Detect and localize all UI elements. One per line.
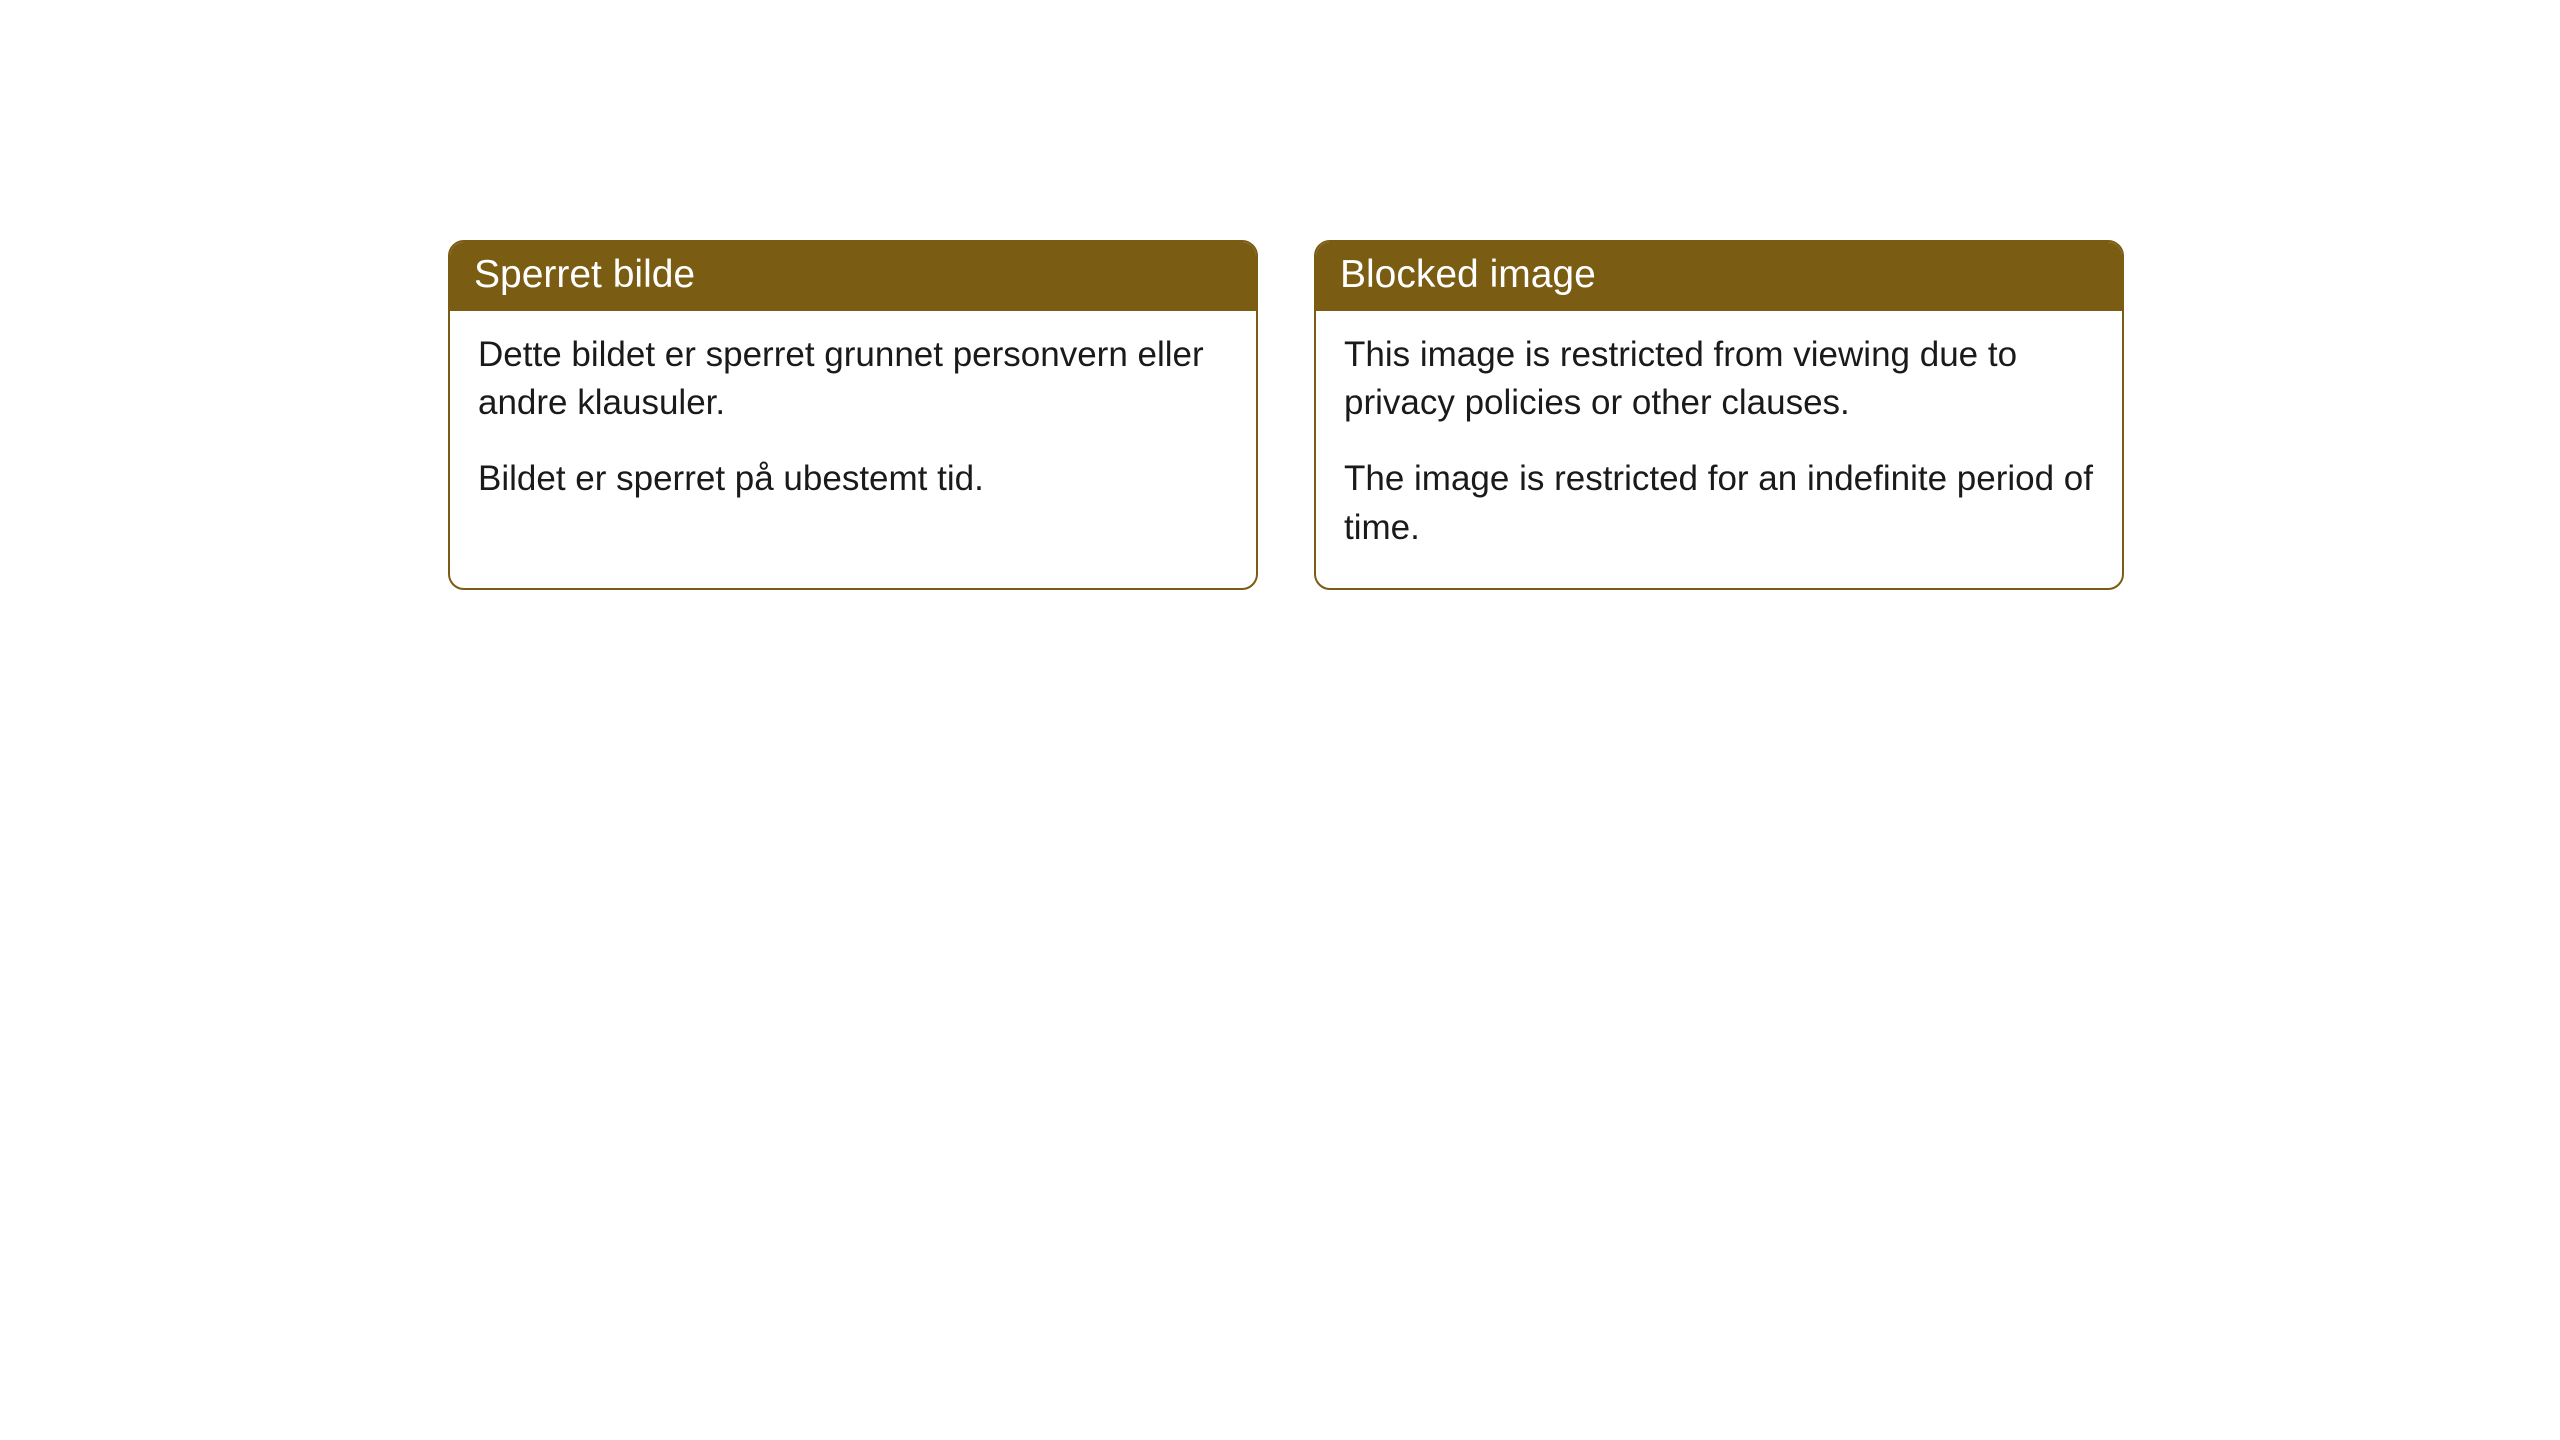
notice-body: This image is restricted from viewing du… [1316, 311, 2122, 588]
notice-header: Blocked image [1316, 242, 2122, 311]
notice-card-norwegian: Sperret bilde Dette bildet er sperret gr… [448, 240, 1258, 590]
notice-paragraph: The image is restricted for an indefinit… [1344, 455, 2094, 552]
notice-header: Sperret bilde [450, 242, 1256, 311]
notice-container: Sperret bilde Dette bildet er sperret gr… [0, 0, 2560, 590]
notice-paragraph: Dette bildet er sperret grunnet personve… [478, 331, 1228, 428]
notice-card-english: Blocked image This image is restricted f… [1314, 240, 2124, 590]
notice-paragraph: Bildet er sperret på ubestemt tid. [478, 455, 1228, 503]
notice-body: Dette bildet er sperret grunnet personve… [450, 311, 1256, 540]
notice-paragraph: This image is restricted from viewing du… [1344, 331, 2094, 428]
